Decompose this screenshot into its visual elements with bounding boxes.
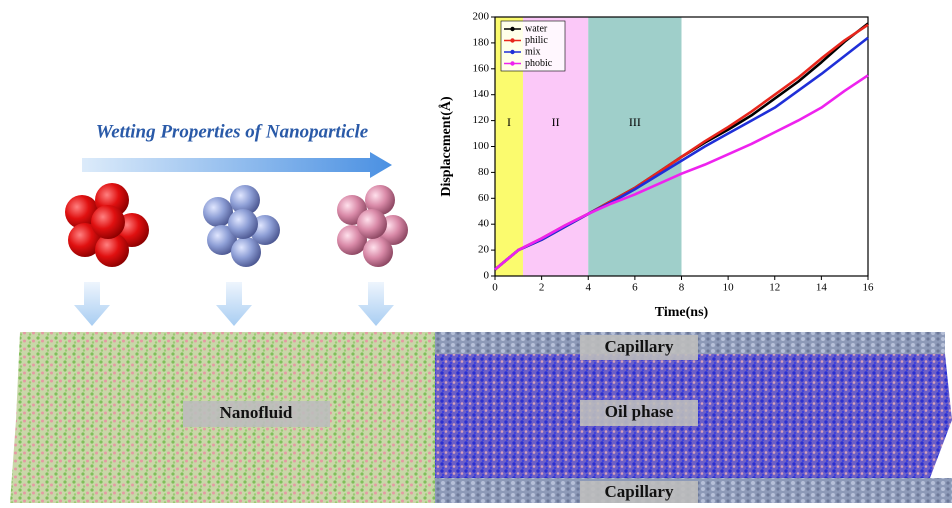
gradient-arrow [82,152,392,178]
x-tick-label: 0 [492,282,498,294]
down-arrows [74,282,394,326]
y-tick-label: 40 [478,218,490,230]
x-tick-label: 6 [632,282,638,294]
x-tick-label: 12 [769,282,780,294]
y-tick-label: 20 [478,244,490,256]
y-tick-label: 140 [473,88,490,100]
x-tick-label: 10 [723,282,735,294]
y-tick-label: 100 [473,140,490,152]
x-tick-label: 4 [586,282,592,294]
mixed-nanoparticle [203,185,280,267]
figure: Wetting Properties of Nanoparticle Nanof… [0,0,952,503]
legend-label: philic [525,35,548,46]
legend-marker [510,38,514,42]
oil-phase-label: Oil phase [605,402,674,421]
y-tick-label: 60 [478,192,490,204]
legend-marker [510,61,514,65]
y-tick-label: 160 [473,62,490,74]
region-label: III [629,115,641,129]
capillary-top-label: Capillary [605,337,674,356]
y-tick-label: 0 [484,270,490,282]
capillary-bottom-label: Capillary [605,482,674,501]
region [588,17,681,276]
x-tick-label: 14 [816,282,828,294]
legend-marker [510,50,514,54]
y-axis-label: Displacement(Å) [438,96,454,197]
legend-label: phobic [525,58,553,69]
x-tick-label: 8 [679,282,685,294]
legend-marker [510,27,514,31]
red-nanoparticle [65,183,149,267]
x-axis-label: Time(ns) [655,305,709,320]
heading: Wetting Properties of Nanoparticle [96,121,369,142]
y-tick-label: 200 [473,11,490,23]
y-tick-label: 80 [478,166,490,178]
hydrophobic-nanoparticle [337,185,408,267]
legend-label: water [525,23,548,34]
x-tick-label: 2 [539,282,545,294]
region-label: I [507,115,511,129]
region-label: II [552,115,560,129]
y-tick-label: 120 [473,114,490,126]
y-tick-label: 180 [473,36,490,48]
x-tick-label: 16 [863,282,875,294]
legend-label: mix [525,46,541,57]
nanofluid-label: Nanofluid [220,403,293,422]
